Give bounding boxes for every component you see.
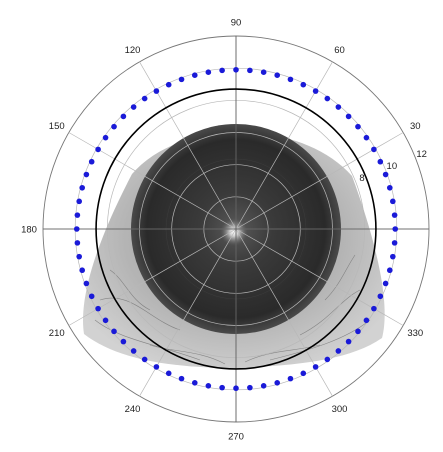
series-0-point-49 (165, 370, 172, 377)
series-0-point-40 (83, 280, 90, 287)
angle-label-300: 300 (332, 404, 348, 415)
tick-labels: 30 60 90 120 150 180 210 240 270 300 330 8 10 12 (21, 18, 427, 443)
series-0-point-34 (76, 198, 82, 205)
series-0-point-52 (205, 383, 212, 389)
angle-label-210: 210 (49, 328, 65, 339)
series-0-point-58 (287, 375, 294, 382)
series-0-point-41 (88, 293, 95, 300)
series-0-point-51 (191, 379, 198, 386)
series-0-point-46 (130, 348, 137, 354)
series-0-point-57 (274, 379, 281, 386)
series-0-point-39 (79, 267, 86, 274)
angle-label-60: 60 (334, 45, 345, 56)
series-0-point-50 (178, 375, 185, 382)
series-0-point-44 (111, 328, 117, 335)
series-0-point-27 (120, 113, 127, 120)
limbus-circle-group (95, 88, 377, 370)
series-0-point-16 (260, 69, 267, 75)
series-0-point-1 (391, 212, 398, 218)
series-0-point-25 (141, 95, 148, 102)
series-0-point-0 (392, 226, 399, 232)
series-0-point-18 (233, 66, 239, 73)
eye-photograph (83, 124, 385, 368)
series-0-point-70 (390, 253, 396, 260)
series-0-point-20 (205, 69, 212, 75)
series-0-point-43 (102, 317, 109, 324)
angle-label-90: 90 (231, 18, 242, 29)
series-0-point-55 (247, 384, 253, 391)
series-0-point-36 (73, 226, 80, 232)
series-0-point-48 (153, 364, 160, 370)
series-0-point-54 (233, 385, 239, 392)
series-0-point-69 (386, 267, 393, 274)
series-0-point-61 (324, 356, 331, 363)
series-0-point-62 (335, 348, 342, 354)
series-0-point-21 (191, 72, 198, 79)
series-0-point-24 (153, 88, 160, 94)
angle-label-30: 30 (410, 121, 421, 132)
series-0-point-13 (300, 81, 307, 88)
series-0-point-42 (95, 305, 101, 312)
series-0-point-22 (178, 76, 185, 83)
angle-label-330: 330 (407, 328, 423, 339)
series-0-point-29 (102, 134, 109, 141)
series-0-point-14 (287, 76, 294, 83)
series-0-point-45 (120, 338, 127, 345)
series-0-point-9 (345, 113, 352, 120)
series-0-point-63 (345, 338, 352, 345)
series-0-point-6 (371, 146, 377, 153)
series-0-point-12 (312, 88, 319, 94)
angle-label-150: 150 (49, 121, 65, 132)
angle-label-240: 240 (125, 404, 141, 415)
series-0-point-53 (219, 384, 225, 391)
series-0-point-66 (371, 305, 377, 312)
radius-label-12: 12 (416, 149, 427, 160)
series-0-point-35 (74, 212, 81, 218)
series-0-point-32 (83, 171, 90, 178)
series-0-point-71 (391, 240, 398, 246)
sclera-vessels (94, 254, 371, 365)
series-0-point-68 (382, 280, 389, 287)
series-0-point-65 (363, 317, 370, 324)
angle-label-180: 180 (21, 225, 37, 236)
series-0-point-3 (386, 184, 393, 191)
series-0-point-23 (165, 81, 172, 88)
limbus-circle-0 (95, 88, 377, 370)
series-0-point-67 (377, 293, 384, 300)
series-0-point-33 (79, 184, 86, 191)
series-0-point-60 (312, 364, 319, 370)
series-0-point-26 (130, 104, 137, 110)
angle-label-270: 270 (228, 432, 244, 443)
series-0-point-7 (363, 134, 370, 141)
series-0-point-47 (141, 356, 148, 363)
series-0-point-15 (274, 72, 281, 79)
series-0-point-28 (111, 123, 117, 130)
series-0-point-10 (335, 104, 342, 110)
series-0-point-8 (355, 123, 361, 130)
dotted-series (73, 66, 399, 392)
angle-label-120: 120 (125, 45, 141, 56)
series-0-point-5 (377, 158, 384, 165)
series-0-point-11 (324, 95, 331, 102)
radius-label-8: 8 (359, 173, 364, 184)
radius-label-10: 10 (387, 161, 398, 172)
series-0-point-38 (76, 253, 82, 260)
series-0-point-4 (382, 171, 389, 178)
series-0-point-17 (247, 67, 253, 74)
series-0-point-37 (74, 240, 81, 246)
series-0-point-30 (95, 146, 101, 153)
polar-grid (42, 35, 430, 423)
series-0-point-56 (260, 383, 267, 389)
series-0-point-31 (88, 158, 95, 165)
series-0-point-2 (390, 198, 396, 205)
series-0-point-59 (300, 370, 307, 377)
series-0-point-19 (219, 67, 225, 74)
series-0-point-64 (355, 328, 361, 335)
